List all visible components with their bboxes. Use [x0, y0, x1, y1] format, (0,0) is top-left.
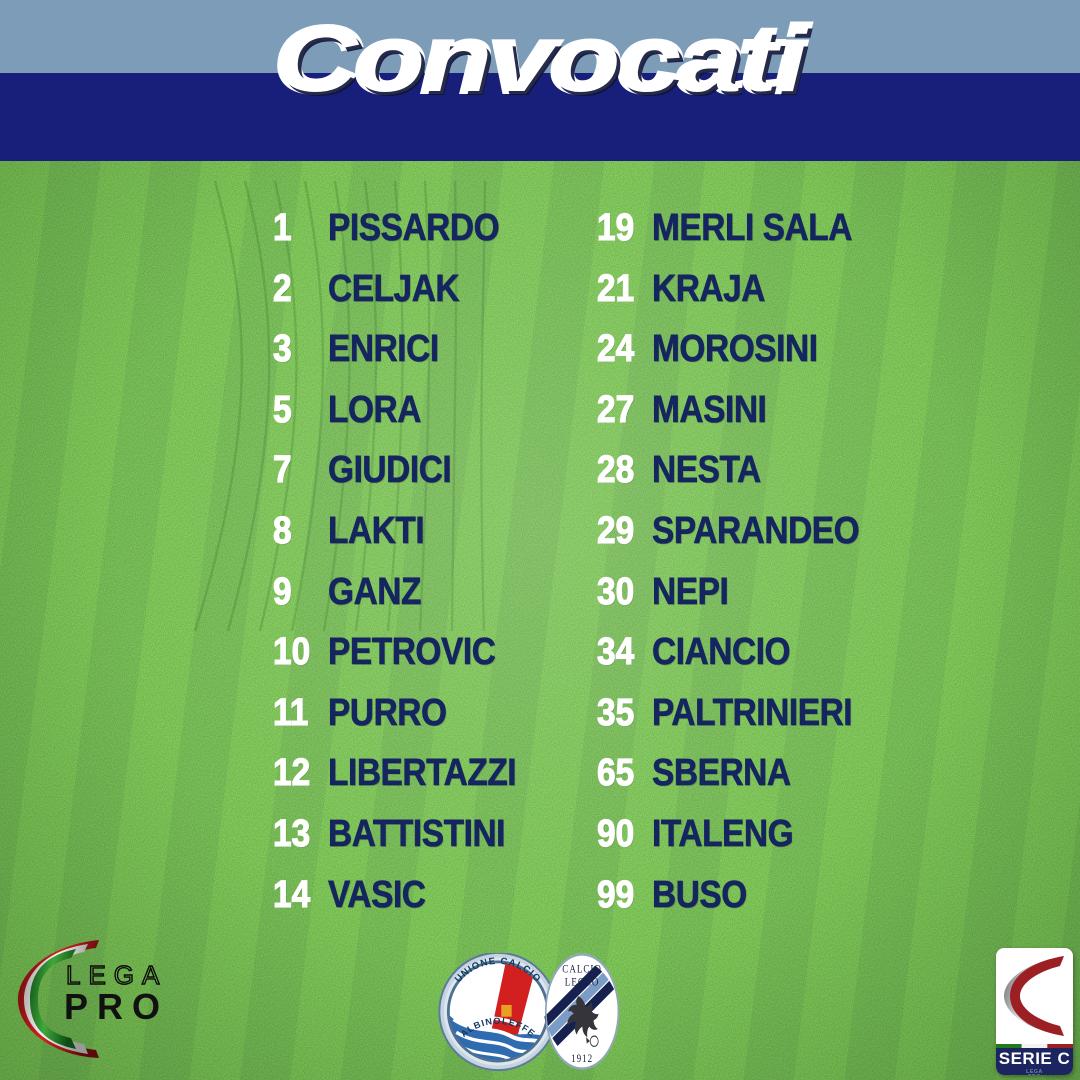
svg-text:LECCO: LECCO — [565, 977, 600, 989]
svg-text:1912: 1912 — [571, 1053, 593, 1065]
svg-text:CALCIO: CALCIO — [562, 964, 602, 976]
